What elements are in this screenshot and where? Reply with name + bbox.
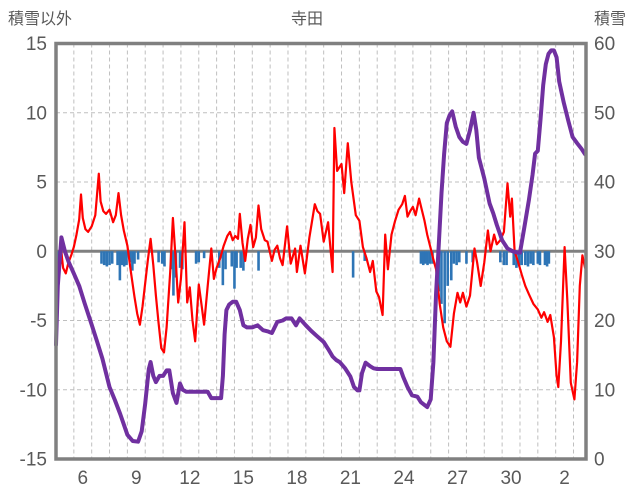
- precip-bar: [163, 251, 166, 267]
- temperature-line: [54, 126, 587, 401]
- y-right-tick-label: 20: [594, 311, 615, 332]
- y-left-tick-label: 10: [26, 103, 47, 124]
- precip-bar: [133, 251, 136, 264]
- y-right-tick-label: 30: [594, 242, 615, 263]
- precip-bar: [178, 251, 182, 268]
- y-left-tick-label: 5: [36, 173, 47, 194]
- precip-bar: [538, 251, 542, 266]
- precip-bar: [108, 251, 111, 266]
- precip-bar: [233, 251, 236, 289]
- precip-bar: [547, 251, 551, 264]
- precip-bar: [136, 251, 140, 260]
- y-right-tick-label: 40: [594, 173, 615, 194]
- precip-bar: [224, 251, 227, 270]
- x-tick-label: 18: [286, 468, 307, 489]
- precip-bar: [105, 251, 109, 267]
- precip-bar: [419, 251, 423, 264]
- precip-bar: [118, 251, 122, 281]
- precip-bar: [131, 251, 134, 271]
- chart-title: 寺田: [290, 11, 323, 28]
- precip-bar: [110, 251, 114, 264]
- y-right-tick-label: 50: [594, 103, 615, 124]
- precip-bar: [543, 251, 547, 266]
- precip-bar: [221, 251, 225, 286]
- y-left-tick-label: -15: [20, 450, 47, 471]
- precip-bar: [235, 251, 238, 268]
- precip-bar: [157, 251, 160, 263]
- precip-bar: [446, 251, 450, 286]
- precip-bar: [512, 251, 516, 266]
- x-tick-label: 27: [447, 468, 468, 489]
- precip-bar: [202, 251, 206, 259]
- precip-bar: [128, 251, 132, 263]
- y-right-tick-label: 0: [594, 450, 605, 471]
- precip-bar: [428, 251, 432, 264]
- y-left-tick-label: -10: [20, 380, 47, 401]
- precip-bar: [449, 251, 453, 281]
- x-tick-label: 2: [559, 468, 570, 489]
- precip-bar: [465, 251, 468, 264]
- precip-bar: [194, 251, 198, 264]
- precip-bar: [197, 251, 201, 263]
- precip-bar: [505, 251, 508, 266]
- precip-bar: [520, 251, 524, 266]
- precip-bar: [160, 251, 164, 264]
- x-tick-label: 24: [393, 468, 415, 489]
- precip-bar: [457, 251, 461, 263]
- x-tick-label: 30: [500, 468, 521, 489]
- precip-bar: [524, 251, 527, 266]
- precip-bar: [424, 251, 427, 264]
- precip-bar: [257, 251, 260, 271]
- precip-bar: [517, 251, 521, 267]
- precip-bar: [529, 251, 532, 264]
- precip-bar: [239, 251, 242, 268]
- precip-bar: [242, 251, 245, 271]
- precip-bar: [440, 251, 443, 304]
- x-tick-label: 9: [131, 468, 142, 489]
- precip-bar: [116, 251, 119, 266]
- precip-bar: [532, 251, 535, 266]
- precip-bar: [125, 251, 128, 266]
- precip-bar: [452, 251, 456, 264]
- precip-bar: [545, 251, 549, 267]
- y-right-tick-label: 10: [594, 380, 615, 401]
- precip-bar: [455, 251, 458, 266]
- precip-bar: [172, 251, 175, 296]
- precip-bar: [100, 251, 103, 264]
- precip-bar: [426, 251, 429, 266]
- y-left-tick-label: -5: [30, 311, 47, 332]
- snow-depth-line: [54, 48, 588, 444]
- precip-bar: [502, 251, 506, 266]
- plot-border: [54, 41, 588, 461]
- precip-bar: [122, 251, 126, 267]
- y-left-tick-label: 15: [26, 34, 47, 55]
- precip-bar: [421, 251, 425, 266]
- precip-bar: [443, 251, 446, 324]
- precip-bar: [536, 251, 540, 264]
- left-axis-title: 積雪以外: [8, 11, 73, 28]
- y-left-tick-label: 0: [36, 242, 47, 263]
- x-tick-label: 12: [179, 468, 200, 489]
- precip-bar: [230, 251, 234, 267]
- y-right-tick-label: 60: [594, 34, 615, 55]
- x-tick-label: 15: [233, 468, 254, 489]
- precip-bar: [102, 251, 106, 266]
- x-tick-label: 21: [340, 468, 361, 489]
- precip-bar: [499, 251, 502, 263]
- precip-bar: [351, 251, 355, 278]
- x-tick-label: 6: [77, 468, 88, 489]
- right-axis-title: 積雪: [593, 11, 626, 28]
- precip-bar: [120, 251, 124, 266]
- precip-bar: [526, 251, 530, 267]
